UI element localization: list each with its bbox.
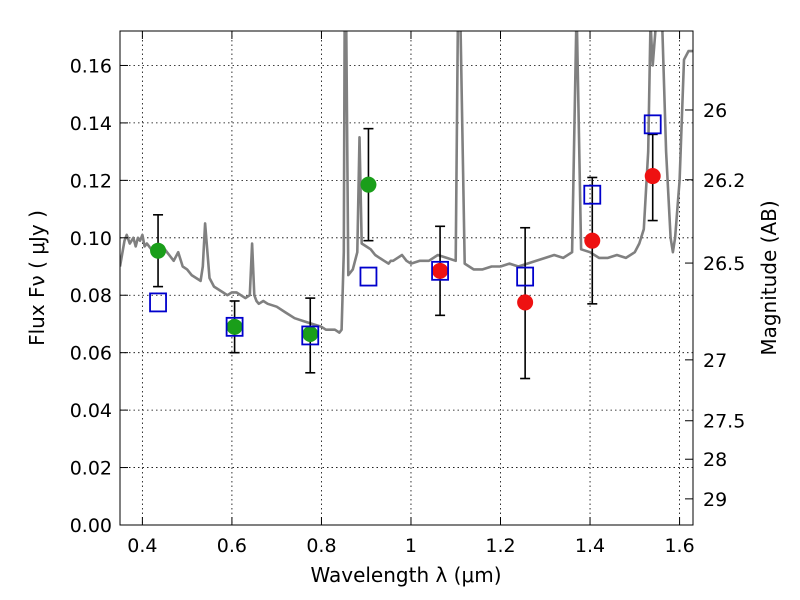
model-spectrum-line: [120, 31, 693, 334]
y-tick-label: 0.02: [70, 458, 112, 480]
model-point: [301, 325, 320, 346]
y-right-tick-label: 26.2: [703, 170, 745, 192]
y-tick-label: 0.04: [70, 400, 112, 422]
data-point: [517, 294, 534, 311]
x-tick-label: 1: [405, 535, 417, 557]
model-point: [431, 260, 449, 281]
y-tick-label: 0.12: [70, 170, 112, 192]
model-point: [359, 266, 378, 287]
x-tick-label: 1.4: [575, 535, 605, 557]
model-point: [516, 266, 535, 287]
y-right-tick-label: 26: [703, 100, 727, 122]
y-axis-right: 26 26.2 26.5 27 27.5 28 29: [685, 100, 745, 511]
y-tick-label: 0.14: [70, 113, 112, 135]
x-tick-label: 0.4: [127, 535, 157, 557]
data-point: [302, 326, 319, 343]
x-tick-label: 1.2: [485, 535, 515, 557]
data-point: [644, 168, 661, 185]
data-point: [584, 232, 601, 249]
data-point: [360, 176, 377, 193]
x-axis-label: Wavelength λ (μm): [310, 563, 501, 587]
model-spectrum-layer: [120, 31, 693, 334]
y-axis-right-label: Magnitude (AB): [757, 200, 781, 355]
x-tick-label: 0.6: [217, 535, 247, 557]
model-point: [149, 292, 167, 313]
x-tick-label: 0.8: [306, 535, 336, 557]
y-right-tick-label: 26.5: [703, 253, 745, 275]
data-point: [150, 242, 167, 259]
plot-background: [120, 31, 693, 525]
y-axis-left: 0.00 0.02 0.04 0.06 0.08 0.10 0.12 0.14 0.16: [70, 55, 128, 537]
model-point: [225, 316, 244, 337]
model-point: [643, 114, 662, 135]
plot-frame: [119, 30, 694, 526]
y-tick-label: 0.10: [70, 228, 112, 250]
x-tick-label: 1.6: [664, 535, 694, 557]
y-tick-label: 0.06: [70, 343, 112, 365]
y-right-tick-label: 27: [703, 350, 727, 372]
y-right-tick-label: 29: [703, 489, 727, 511]
model-point: [583, 184, 602, 205]
data-markers: [149, 114, 662, 346]
y-tick-label: 0.00: [70, 515, 112, 537]
y-right-tick-label: 27.5: [703, 411, 745, 433]
data-point: [226, 318, 243, 335]
y-tick-label: 0.08: [70, 285, 112, 307]
y-tick-label: 0.16: [70, 55, 112, 77]
x-axis: 0.4 0.6 0.8 1 1.2 1.4 1.6: [127, 31, 695, 557]
data-point: [432, 262, 449, 279]
y-axis-label: Flux Fν ( μJy ): [25, 210, 49, 346]
y-right-tick-label: 28: [703, 449, 727, 471]
